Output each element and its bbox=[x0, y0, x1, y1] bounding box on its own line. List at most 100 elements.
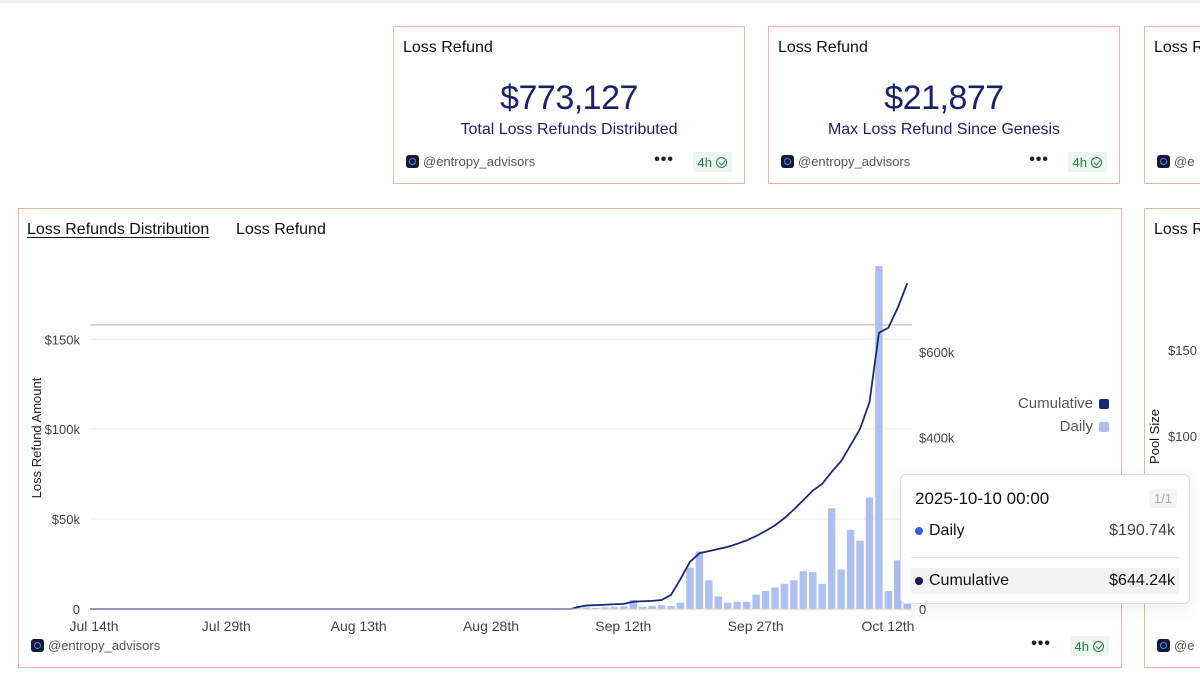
series-name: Daily bbox=[929, 522, 965, 539]
chart-tooltip: 2025-10-10 00:00 1/1 Daily $190.74k Cumu… bbox=[900, 474, 1190, 604]
freshness-text: 4h bbox=[697, 154, 712, 170]
daily-bar bbox=[809, 572, 817, 609]
legend-cumulative[interactable]: Cumulative bbox=[1018, 395, 1109, 412]
stat-card-total-refunds: Loss Refund $773,127 Total Loss Refunds … bbox=[393, 26, 745, 184]
freshness-badge[interactable]: 4h bbox=[1069, 636, 1109, 656]
daily-bar bbox=[714, 596, 723, 609]
series-value: $190.74k bbox=[1109, 522, 1175, 539]
stat-card-max-refund: Loss Refund $21,877 Max Loss Refund Sinc… bbox=[768, 26, 1120, 184]
tab-loss-refund[interactable]: Loss Refund bbox=[236, 221, 326, 238]
freshness-badge[interactable]: 4h bbox=[692, 152, 732, 172]
daily-bar bbox=[695, 551, 704, 609]
y-right-tick: $600k bbox=[919, 345, 955, 360]
series-value: $644.24k bbox=[1109, 572, 1175, 589]
more-options-button[interactable]: ••• bbox=[654, 151, 674, 168]
daily-bar bbox=[827, 508, 836, 609]
check-circle-icon bbox=[1091, 156, 1102, 168]
daily-bar bbox=[648, 605, 656, 609]
series-dot bbox=[915, 577, 923, 585]
tooltip-row-daily: Daily $190.74k bbox=[911, 518, 1179, 544]
daily-bar bbox=[837, 569, 845, 609]
y-tick: $150 bbox=[1168, 343, 1197, 358]
daily-bar bbox=[761, 591, 770, 609]
daily-bar bbox=[601, 607, 609, 609]
legend-daily[interactable]: Daily bbox=[1060, 418, 1109, 435]
tooltip-divider bbox=[911, 557, 1179, 558]
daily-bar bbox=[894, 560, 902, 609]
y-right-tick: $400k bbox=[919, 431, 955, 446]
y-left-tick: 0 bbox=[73, 602, 80, 617]
card-footer: @entropy_advisors ••• 4h bbox=[406, 151, 732, 173]
x-tick: Jul 14th bbox=[69, 618, 118, 634]
daily-bar bbox=[582, 607, 590, 609]
entropy-logo-icon bbox=[1157, 155, 1170, 168]
x-tick: Aug 28th bbox=[463, 618, 519, 634]
tab-loss-refunds-distribution[interactable]: Loss Refunds Distribution bbox=[27, 221, 210, 238]
daily-bar bbox=[865, 497, 874, 609]
daily-bar bbox=[742, 601, 751, 609]
y-left-tick: $50k bbox=[52, 512, 81, 527]
author-link[interactable]: @entropy_advisors bbox=[781, 154, 910, 169]
author-name: @e bbox=[1174, 638, 1195, 653]
x-tick: Oct 12th bbox=[862, 618, 915, 634]
series-dot bbox=[915, 527, 923, 535]
y-right-tick: 0 bbox=[919, 602, 926, 617]
daily-bar bbox=[799, 571, 808, 609]
card-title: Loss Refund bbox=[778, 39, 868, 56]
author-name: @entropy_advisors bbox=[423, 154, 536, 169]
stat-value: $773,127 bbox=[500, 79, 638, 117]
daily-bar bbox=[790, 580, 798, 609]
tooltip-date: 2025-10-10 00:00 bbox=[915, 489, 1050, 508]
card-title: Loss R bbox=[1154, 221, 1200, 238]
author-link[interactable]: @entropy_advisors bbox=[31, 638, 160, 653]
more-options-button[interactable]: ••• bbox=[1029, 151, 1049, 168]
card-title: Loss R bbox=[1154, 39, 1200, 56]
author-link[interactable]: @e bbox=[1157, 638, 1194, 653]
author-link[interactable]: @e bbox=[1157, 154, 1194, 169]
author-name: @entropy_advisors bbox=[48, 638, 161, 653]
tooltip-row-cumulative: Cumulative $644.24k bbox=[911, 568, 1179, 594]
daily-bar bbox=[705, 580, 713, 609]
daily-bar bbox=[591, 607, 600, 609]
daily-bar bbox=[846, 529, 855, 609]
stat-value: $21,877 bbox=[884, 79, 1004, 117]
more-options-button[interactable]: ••• bbox=[1031, 635, 1051, 652]
daily-bar bbox=[676, 602, 685, 609]
tooltip-page: 1/1 bbox=[1148, 489, 1177, 508]
card-footer: @e bbox=[1157, 153, 1200, 173]
card-footer: @e bbox=[1157, 637, 1200, 657]
entropy-logo-icon bbox=[406, 155, 419, 168]
top-border bbox=[0, 0, 1200, 3]
stat-card-partial: Loss R @e bbox=[1144, 26, 1200, 184]
daily-bar bbox=[733, 601, 741, 609]
y-left-tick: $150k bbox=[45, 332, 81, 347]
legend-swatch bbox=[1099, 421, 1109, 432]
freshness-text: 4h bbox=[1074, 638, 1089, 654]
x-tick: Aug 13th bbox=[331, 618, 387, 634]
daily-bar bbox=[771, 587, 779, 609]
x-tick: Jul 29th bbox=[202, 618, 251, 634]
x-tick: Sep 27th bbox=[728, 618, 784, 634]
entropy-logo-icon bbox=[781, 155, 794, 168]
daily-bar bbox=[724, 602, 732, 609]
author-link[interactable]: @entropy_advisors bbox=[406, 154, 535, 169]
y-axis-title: Loss Refund Amount bbox=[29, 377, 44, 498]
y-left-tick: $100k bbox=[45, 422, 81, 437]
check-circle-icon bbox=[1093, 640, 1104, 652]
y-tick: $100 bbox=[1168, 429, 1197, 444]
card-title: Loss Refund bbox=[403, 39, 493, 56]
daily-bar bbox=[610, 606, 619, 609]
daily-bar bbox=[629, 600, 637, 609]
chart-footer: @entropy_advisors ••• 4h bbox=[31, 635, 1109, 657]
freshness-text: 4h bbox=[1072, 154, 1087, 170]
legend-swatch bbox=[1099, 398, 1109, 409]
stat-label: Max Loss Refund Since Genesis bbox=[827, 121, 1061, 138]
cumulative-line bbox=[90, 282, 909, 610]
series-name: Cumulative bbox=[929, 572, 1010, 589]
author-name: @entropy_advisors bbox=[798, 154, 911, 169]
card-footer: @entropy_advisors ••• 4h bbox=[781, 151, 1107, 173]
freshness-badge[interactable]: 4h bbox=[1067, 152, 1107, 172]
daily-bar bbox=[780, 583, 789, 609]
x-tick: Sep 12th bbox=[595, 618, 651, 634]
